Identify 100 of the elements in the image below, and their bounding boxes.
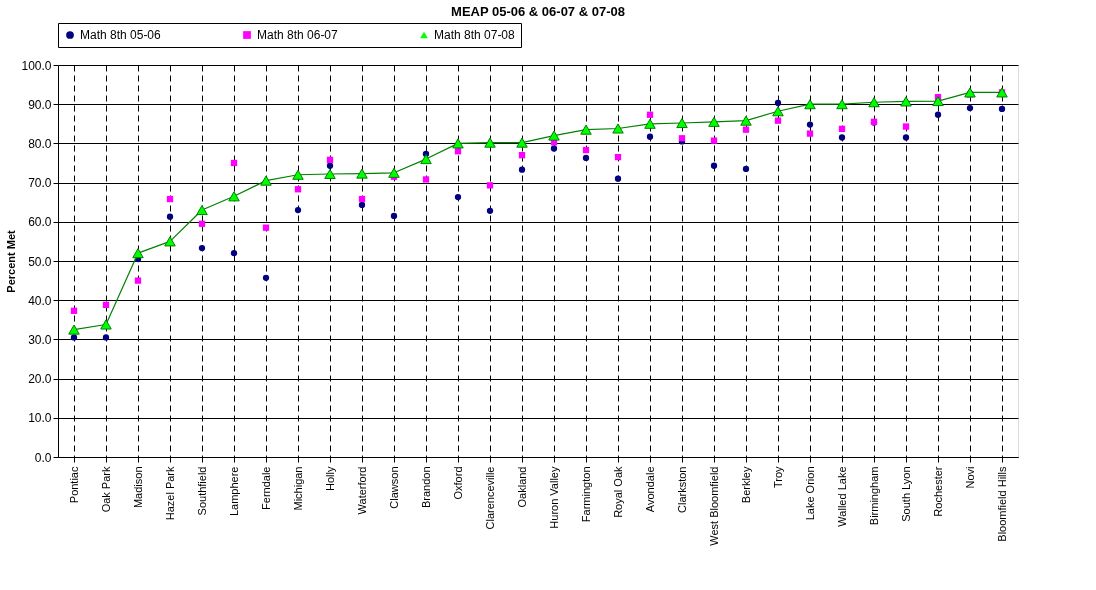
point xyxy=(390,212,398,220)
point xyxy=(644,118,656,129)
point xyxy=(356,168,368,179)
x-tick-label: Walled Lake xyxy=(835,466,848,527)
point xyxy=(516,137,528,148)
chart-title: MEAP 05-06 & 06-07 & 07-08 xyxy=(451,3,625,19)
point xyxy=(614,153,622,161)
x-tick-label: Berkley xyxy=(739,466,752,504)
point xyxy=(164,236,176,247)
point xyxy=(646,133,654,140)
point xyxy=(422,176,430,183)
point xyxy=(292,169,304,180)
point xyxy=(902,123,910,130)
point xyxy=(262,274,270,282)
point xyxy=(998,105,1006,113)
point xyxy=(420,154,432,165)
point xyxy=(100,319,112,330)
point xyxy=(102,334,110,341)
point xyxy=(900,96,912,107)
y-tick-label: 70.0 xyxy=(28,176,52,191)
point xyxy=(774,117,782,124)
x-tick-label: Southfield xyxy=(195,466,208,516)
point xyxy=(836,99,848,110)
point xyxy=(742,165,750,173)
point xyxy=(518,166,526,173)
point xyxy=(550,145,558,152)
x-tick-label: Michigan xyxy=(291,466,304,511)
x-tick-label: Oak Park xyxy=(99,466,112,513)
x-tick-label: Huron Valley xyxy=(547,466,560,529)
point xyxy=(582,154,590,162)
x-tick-label: Madison xyxy=(131,466,144,509)
point xyxy=(932,96,944,107)
point xyxy=(102,301,110,309)
x-tick-label: Bloomfield Hills xyxy=(995,466,1008,542)
point xyxy=(806,130,814,137)
x-tick-label: South Lyon xyxy=(899,466,912,522)
point xyxy=(518,152,526,159)
point xyxy=(614,175,622,182)
y-tick-label: 50.0 xyxy=(28,254,52,269)
legend-label: Math 8th 06-07 xyxy=(257,28,339,42)
point xyxy=(166,213,174,220)
point xyxy=(612,123,624,134)
y-tick-label: 0.0 xyxy=(34,450,52,465)
x-tick-label: Farmington xyxy=(579,466,592,523)
point xyxy=(646,111,654,118)
point xyxy=(70,334,78,341)
x-tick-label: Pontiac xyxy=(67,466,80,504)
x-tick-label: Waterford xyxy=(355,466,368,515)
point xyxy=(964,87,976,98)
point xyxy=(326,156,334,164)
point xyxy=(710,137,718,144)
point xyxy=(806,121,814,128)
point xyxy=(70,307,78,314)
point xyxy=(582,146,590,154)
x-tick-label: Clawson xyxy=(387,466,400,509)
point xyxy=(838,125,846,133)
x-tick-label: Clarenceville xyxy=(483,466,496,530)
point xyxy=(708,116,720,127)
point xyxy=(486,207,494,214)
y-tick-label: 10.0 xyxy=(28,411,52,426)
point xyxy=(452,138,464,149)
x-tick-label: Holly xyxy=(323,466,336,491)
point xyxy=(934,111,942,118)
x-tick-label: Ferndale xyxy=(259,466,272,510)
y-tick-label: 60.0 xyxy=(28,215,52,230)
y-tick-label: 20.0 xyxy=(28,372,52,387)
x-tick-label: Troy xyxy=(771,466,784,489)
point xyxy=(166,195,174,203)
point xyxy=(294,206,302,214)
legend-label: Math 8th 07-08 xyxy=(434,28,516,42)
x-tick-label: Novi xyxy=(963,466,976,489)
x-tick-label: Birmingham xyxy=(867,466,880,526)
x-tick-label: Avondale xyxy=(643,466,656,513)
point xyxy=(966,104,974,112)
x-tick-label: Lamphere xyxy=(227,466,240,517)
point xyxy=(198,220,206,227)
point xyxy=(774,99,782,107)
point xyxy=(548,130,560,141)
x-tick-label: Oxford xyxy=(451,466,464,500)
point xyxy=(198,244,206,252)
point xyxy=(132,248,144,259)
x-tick-label: Clarkston xyxy=(675,466,688,513)
y-tick-label: 40.0 xyxy=(28,293,52,308)
point xyxy=(262,224,270,231)
x-tick-label: Brandon xyxy=(419,466,432,509)
point xyxy=(326,162,334,169)
point xyxy=(804,99,816,110)
point xyxy=(676,117,688,129)
point xyxy=(902,134,910,141)
legend-label: Math 8th 05-06 xyxy=(80,28,162,42)
x-tick-label: West Bloomfield xyxy=(707,466,720,546)
x-tick-label: Oakland xyxy=(515,466,528,508)
y-tick-label: 30.0 xyxy=(28,332,52,347)
point xyxy=(260,175,272,186)
point xyxy=(134,277,142,284)
point xyxy=(484,137,496,148)
point xyxy=(68,324,80,335)
point xyxy=(772,106,784,117)
point xyxy=(358,195,366,203)
y-tick-label: 90.0 xyxy=(28,97,52,112)
